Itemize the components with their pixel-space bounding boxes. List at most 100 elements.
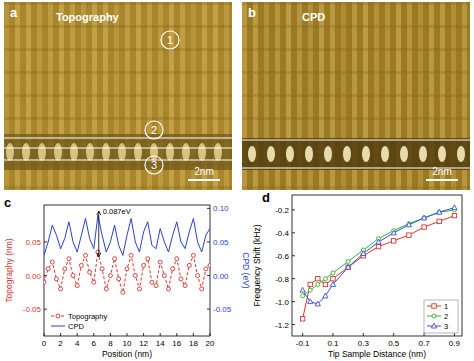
marker xyxy=(88,270,92,274)
marker xyxy=(196,274,200,278)
y2-tick xyxy=(207,275,210,276)
x-tick-label: 10 xyxy=(123,339,132,348)
x-tick xyxy=(332,333,333,336)
y2-tick xyxy=(207,208,210,209)
plot-frame xyxy=(292,195,462,336)
image-background xyxy=(242,2,470,190)
marker-label: 2 xyxy=(151,124,157,136)
x-tick-label: 0.9 xyxy=(449,339,461,348)
marker xyxy=(422,216,426,220)
marker xyxy=(67,257,71,261)
image-texture xyxy=(242,71,470,74)
x-tick xyxy=(160,333,161,336)
x-axis-label: Tip Sample Distance (nm) xyxy=(328,349,426,359)
marker xyxy=(331,271,335,275)
image-spot xyxy=(438,146,446,162)
x-tick xyxy=(424,333,425,336)
marker xyxy=(142,263,146,267)
data-group xyxy=(300,205,457,321)
marker xyxy=(92,280,96,284)
marker xyxy=(330,282,335,287)
x-tick-label: 12 xyxy=(139,339,148,348)
arrow-head xyxy=(97,253,101,257)
marker xyxy=(117,277,121,281)
marker xyxy=(300,317,304,321)
y-tick-label: -1.0 xyxy=(275,298,289,307)
x-axis-label: Position (nm) xyxy=(102,349,152,359)
image-texture xyxy=(4,48,232,51)
marker xyxy=(391,230,396,235)
image-spot xyxy=(400,146,408,162)
y-tick-label: -0.8 xyxy=(275,275,289,284)
guide-line xyxy=(4,159,232,160)
marker xyxy=(150,280,154,284)
image-spot xyxy=(70,143,78,161)
y-axis-label: Frequency Shift (kHz) xyxy=(252,224,262,306)
image-texture xyxy=(4,94,232,97)
x-tick-label: 4 xyxy=(75,339,80,348)
image-spot xyxy=(182,143,190,161)
marker xyxy=(44,280,46,284)
figure: aTopography1232nmbCPD2nmc024681012141618… xyxy=(0,0,474,361)
image-spot xyxy=(54,143,62,161)
marker xyxy=(301,294,305,298)
y2-tick-label: 0.00 xyxy=(213,272,229,281)
y-axis-label: Topography (nm) xyxy=(4,238,14,302)
marker xyxy=(133,274,137,278)
y2-tick xyxy=(207,241,210,242)
marker xyxy=(179,277,183,281)
marker xyxy=(437,209,442,214)
marker xyxy=(452,205,457,210)
marker xyxy=(46,267,50,271)
x-tick-label: 14 xyxy=(156,339,165,348)
marker xyxy=(125,267,129,271)
marker xyxy=(376,239,381,244)
x-tick-label: 18 xyxy=(189,339,198,348)
x-tick xyxy=(176,333,177,336)
marker xyxy=(108,274,112,278)
marker xyxy=(331,276,335,280)
marker xyxy=(121,290,125,294)
x-tick-label: 0.3 xyxy=(358,339,370,348)
x-tick xyxy=(143,333,144,336)
x-tick xyxy=(393,333,394,336)
marker xyxy=(175,257,179,261)
x-tick-label: 6 xyxy=(92,339,97,348)
image-spot xyxy=(305,146,313,162)
marker xyxy=(104,287,108,291)
marker-label: 3 xyxy=(151,159,157,171)
marker xyxy=(323,293,328,298)
marker xyxy=(346,264,351,269)
marker xyxy=(346,259,350,263)
x-tick xyxy=(110,333,111,336)
image-spot xyxy=(22,143,30,161)
series-line xyxy=(303,210,455,296)
marker xyxy=(422,225,426,229)
chart: c024681012141618200.050.00-0.050.100.050… xyxy=(4,195,251,359)
y-tick-label: -0.2 xyxy=(275,206,289,215)
marker xyxy=(406,222,411,227)
marker xyxy=(162,274,166,278)
panel-label: b xyxy=(248,5,256,20)
x-tick-label: 8 xyxy=(108,339,113,348)
y-tick xyxy=(292,301,295,302)
panel-label: a xyxy=(10,5,18,20)
data-group xyxy=(44,215,210,294)
scale-bar-label: 2nm xyxy=(432,166,451,177)
y-tick-label: -0.05 xyxy=(23,305,42,314)
x-tick-label: 0.7 xyxy=(418,339,430,348)
marker xyxy=(187,263,191,267)
panel-label: d xyxy=(262,190,270,205)
marker xyxy=(63,267,67,271)
marker xyxy=(431,323,436,328)
image-spot xyxy=(267,146,275,162)
plot-frame xyxy=(44,205,210,336)
marker xyxy=(391,239,395,243)
x-tick-label: 20 xyxy=(206,339,215,348)
panel-title: CPD xyxy=(302,11,325,23)
marker xyxy=(171,267,175,271)
panel-label: c xyxy=(4,195,11,210)
y-tick xyxy=(292,255,295,256)
series-line xyxy=(44,215,210,255)
marker-label: 1 xyxy=(167,34,173,46)
